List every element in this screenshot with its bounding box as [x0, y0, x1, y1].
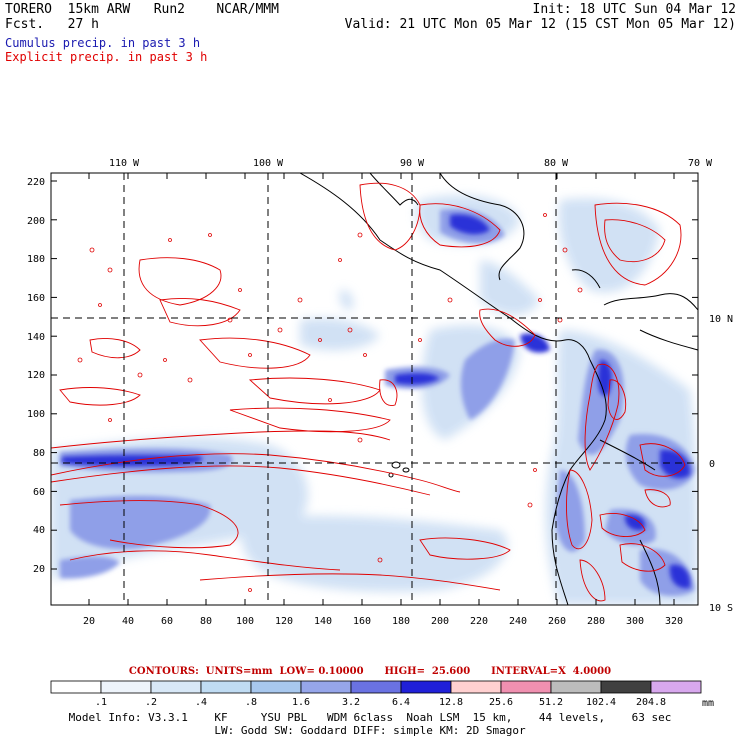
interval-label: INTERVAL=X 4.0000 [491, 666, 612, 677]
valid-time: Valid: 21 UTC Mon 05 Mar 12 (15 CST Mon … [344, 17, 736, 32]
x-label: 160 [353, 616, 371, 627]
x-label: 140 [314, 616, 332, 627]
lon-label-70w: 70 W [688, 158, 713, 169]
legend-swatch [50, 680, 102, 694]
x-label: 20 [83, 616, 95, 627]
legend-tick-label: .8 [245, 697, 257, 708]
map-frame [50, 172, 699, 606]
legend-swatch [250, 680, 302, 694]
x-label: 60 [161, 616, 173, 627]
y-label: 120 [27, 370, 45, 381]
legend-swatch [300, 680, 352, 694]
legend-tick-label: 25.6 [489, 697, 513, 708]
x-index-labels: 20 40 60 80 100 120 140 160 180 200 220 … [83, 616, 683, 627]
x-label: 40 [122, 616, 134, 627]
legend-tick-label: 6.4 [392, 697, 410, 708]
contours-label: CONTOURS: UNITS=mm LOW= 0.10000 [128, 666, 364, 677]
lon-label-90w: 90 W [400, 158, 425, 169]
y-label: 180 [27, 254, 45, 265]
y-label: 160 [27, 293, 45, 304]
lon-label-80w: 80 W [544, 158, 569, 169]
high-label: HIGH= 25.600 [384, 666, 471, 677]
precip-color-legend: .1 .2 .4 .8 1.6 3.2 6.4 12.8 25.6 51.2 102.4 204.8 [50, 680, 702, 708]
legend-swatch [200, 680, 252, 694]
model-info-line1: Model Info: V3.3.1 KF YSU PBL WDM 6class… [68, 711, 672, 724]
y-label: 200 [27, 216, 45, 227]
legend-tick-label: 102.4 [586, 697, 616, 708]
x-label: 220 [470, 616, 488, 627]
contour-info: CONTOURS: UNITS=mm LOW= 0.10000 HIGH= 25… [0, 666, 740, 677]
y-index-labels: 220 200 180 160 140 120 100 80 60 40 20 [27, 177, 45, 575]
y-label: 80 [33, 448, 45, 459]
x-label: 200 [431, 616, 449, 627]
legend-swatch [400, 680, 452, 694]
x-label: 280 [587, 616, 605, 627]
legend-tick-label: 3.2 [342, 697, 360, 708]
lon-label-100w: 100 W [253, 158, 284, 169]
legend-tick-label: .2 [145, 697, 157, 708]
y-label: 40 [33, 525, 45, 536]
y-label: 140 [27, 332, 45, 343]
x-label: 120 [275, 616, 293, 627]
legend-swatch [500, 680, 552, 694]
init-time: Init: 18 UTC Sun 04 Mar 12 [532, 2, 737, 17]
x-label: 300 [626, 616, 644, 627]
y-label: 60 [33, 487, 45, 498]
legend-unit: mm [702, 698, 714, 709]
x-label: 240 [509, 616, 527, 627]
legend-swatch [450, 680, 502, 694]
run-title: TORERO 15km ARW Run2 NCAR/MMM [5, 2, 279, 17]
legend-swatch [600, 680, 652, 694]
y-label: 220 [27, 177, 45, 188]
x-label: 320 [665, 616, 683, 627]
y-label: 20 [33, 564, 45, 575]
lon-label-110w: 110 W [109, 158, 140, 169]
legend-tick-label: 51.2 [539, 697, 563, 708]
forecast-hour: Fcst. 27 h [5, 17, 99, 32]
legend-swatch [350, 680, 402, 694]
lat-label-10s: 10 S [709, 603, 733, 614]
lat-lon-grid [51, 173, 698, 605]
legend-tick-label: 12.8 [439, 697, 463, 708]
legend-swatch [650, 680, 702, 694]
explicit-precip-contours [51, 182, 686, 602]
lat-label-0: 0 [709, 459, 715, 470]
lat-label-10n: 10 N [709, 314, 733, 325]
legend-tick-label: 204.8 [636, 697, 666, 708]
explicit-precip-speckles [77, 213, 583, 592]
legend-swatch [150, 680, 202, 694]
x-label: 260 [548, 616, 566, 627]
explicit-precip-label: Explicit precip. in past 3 h [5, 50, 208, 64]
legend-swatch [100, 680, 152, 694]
y-label: 100 [27, 409, 45, 420]
legend-tick-label: .1 [95, 697, 107, 708]
x-label: 180 [392, 616, 410, 627]
legend-tick-label: 1.6 [292, 697, 310, 708]
x-label: 80 [200, 616, 212, 627]
legend-swatch [550, 680, 602, 694]
model-info-line2: LW: Godd SW: Goddard DIFF: simple KM: 2D… [214, 724, 526, 737]
x-label: 100 [236, 616, 254, 627]
legend-tick-label: .4 [195, 697, 207, 708]
cumulus-precip-label: Cumulus precip. in past 3 h [5, 36, 201, 50]
grid-ticks [51, 173, 698, 605]
